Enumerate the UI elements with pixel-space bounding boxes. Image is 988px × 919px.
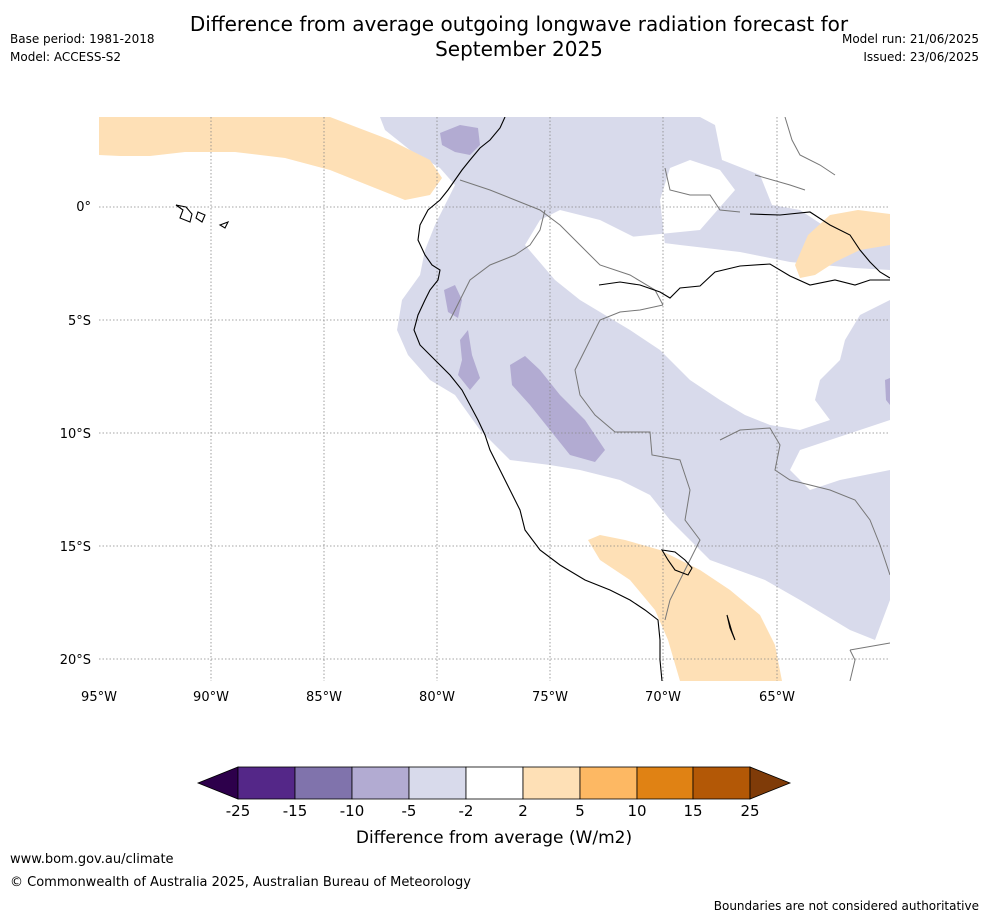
issued-date: Issued: 23/06/2025 (863, 50, 979, 64)
base-period: Base period: 1981-2018 (10, 32, 155, 46)
colorbar-tick-label: 15 (683, 802, 702, 820)
coastline (175, 117, 890, 681)
footer-copyright: © Commonwealth of Australia 2025, Austra… (10, 875, 471, 890)
colorbar-tick-label: -25 (226, 802, 251, 820)
lon-tick-label: 80°W (419, 690, 455, 705)
lon-labels: 95°W 90°W 85°W 80°W 75°W 70°W 65°W (81, 690, 795, 705)
lon-tick-label: 95°W (81, 690, 117, 705)
colorbar-tick-label: 25 (740, 802, 759, 820)
lon-tick-label: 70°W (645, 690, 681, 705)
neutral-region-north (600, 160, 735, 245)
colorbar-tick-label: 5 (575, 802, 585, 820)
lon-tick-label: 85°W (306, 690, 342, 705)
colorbar-bin (294, 766, 353, 800)
colorbar-extend-high (749, 766, 792, 800)
model-run: Model run: 21/06/2025 (841, 32, 979, 46)
lat-tick-label: 0° (76, 200, 91, 215)
anomaly-region-neg-mid-3 (458, 330, 480, 390)
anomaly-region-pos-altiplano (588, 535, 782, 681)
colorbar-extend-low (196, 766, 239, 800)
footer-disclaimer: Boundaries are not considered authoritat… (713, 899, 979, 913)
anomaly-region-pos-pacific (99, 117, 442, 200)
colorbar-bin (237, 766, 296, 800)
colorbar-bin (351, 766, 410, 800)
map-field (99, 117, 890, 681)
anomaly-region-neg-light (380, 117, 890, 640)
lat-tick-label: 10°S (60, 427, 91, 442)
lon-tick-label: 90°W (193, 690, 229, 705)
lat-labels: 0° 5°S 10°S 15°S 20°S (60, 200, 91, 668)
neutral-region-east (790, 420, 890, 490)
colorbar-tick-label: 2 (518, 802, 528, 820)
meta-right: Model run: 21/06/2025 Issued: 23/06/2025 (842, 30, 979, 66)
colorbar-tick-label: -5 (402, 802, 417, 820)
meta-left: Base period: 1981-2018 Model: ACCESS-S2 (10, 30, 155, 66)
map-title: Difference from average outgoing longwav… (189, 12, 849, 61)
colorbar-tick-label: 10 (627, 802, 646, 820)
anomaly-region-neg-mid-4 (510, 356, 605, 462)
lat-tick-label: 20°S (60, 653, 91, 668)
colorbar-tick-label: -2 (459, 802, 474, 820)
lon-tick-label: 75°W (532, 690, 568, 705)
anomaly-region-neg-mid-2 (444, 285, 462, 318)
colorbar-bin (579, 766, 638, 800)
lat-tick-label: 15°S (60, 540, 91, 555)
colorbar (196, 766, 792, 800)
colorbar-tick-label: -10 (340, 802, 365, 820)
colorbar-bin (522, 766, 581, 800)
anomaly-region-neg-mid-1 (440, 125, 480, 155)
anomaly-region-neg-mid-5 (885, 378, 890, 405)
colorbar-tick-label: -15 (283, 802, 308, 820)
colorbar-bin (408, 766, 467, 800)
colorbar-ticks: -25 -15 -10 -5 -2 2 5 10 15 25 (226, 802, 760, 820)
footer-url[interactable]: www.bom.gov.au/climate (10, 852, 174, 867)
lat-tick-label: 5°S (68, 314, 91, 329)
colorbar-bin (465, 766, 524, 800)
country-borders (449, 117, 890, 681)
colorbar-title: Difference from average (W/m2) (356, 828, 632, 848)
colorbar-bin (636, 766, 694, 800)
gridlines (99, 117, 890, 681)
model-name: Model: ACCESS-S2 (10, 50, 122, 64)
lon-tick-label: 65°W (759, 690, 795, 705)
colorbar-bin (692, 766, 751, 800)
anomaly-region-pos-north-brazil (795, 210, 890, 278)
